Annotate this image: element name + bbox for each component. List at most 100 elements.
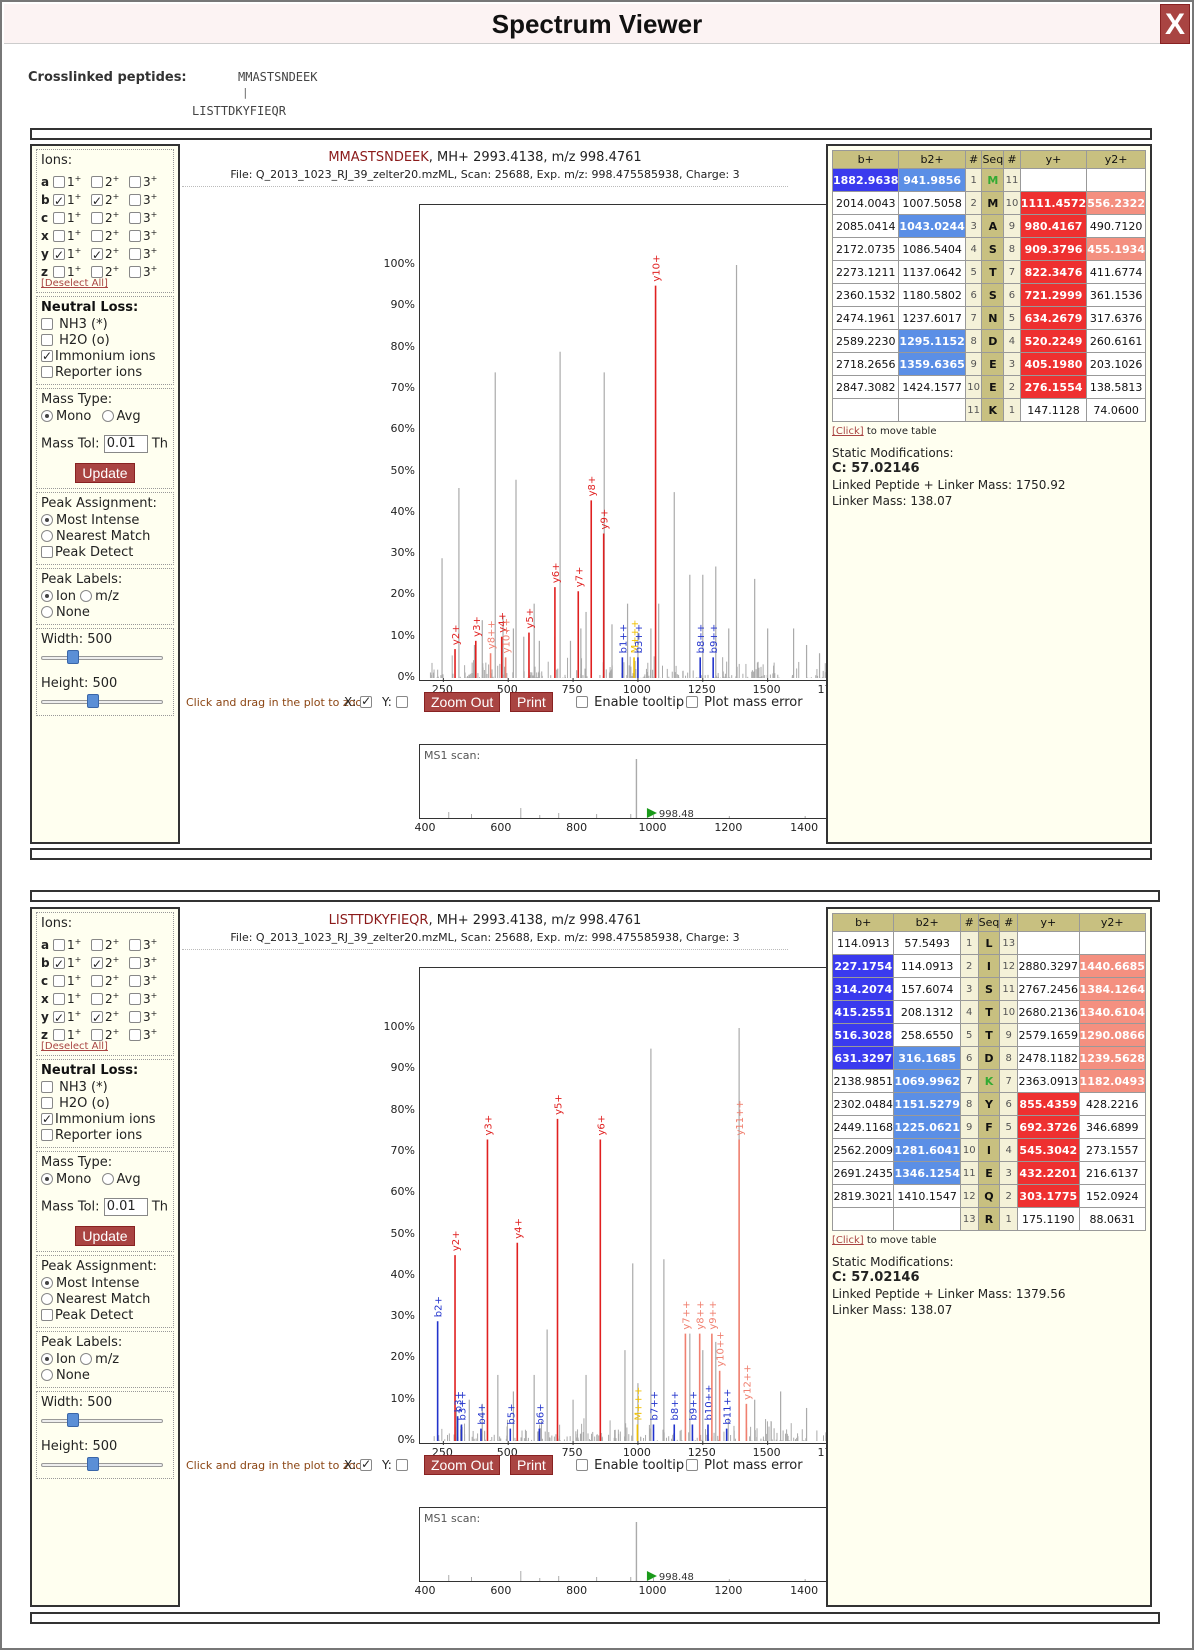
ms1-scan-plot[interactable]: MS1 scan: 998.48 🔍︎ — [419, 1507, 887, 1583]
ion-z-charge-2-checkbox[interactable] — [91, 1028, 103, 1041]
ms2-spectrum-svg[interactable]: b2+ y2+ b3+b3++ b4+ y3+ b5+ y4+ b6+ y5+ y6+ M+++ b7… — [420, 968, 887, 1445]
ion-a-charge-2-checkbox[interactable] — [91, 938, 103, 951]
label-none-radio[interactable] — [41, 605, 53, 618]
ion-c-charge-3-checkbox[interactable] — [129, 974, 141, 987]
reporter-checkbox[interactable] — [41, 1128, 53, 1141]
mass-error-checkbox[interactable] — [686, 695, 698, 708]
width-slider[interactable] — [41, 1413, 169, 1427]
ion-b-charge-1-checkbox[interactable] — [53, 955, 65, 973]
print-button[interactable]: Print — [510, 1455, 553, 1475]
label-none-radio[interactable] — [41, 1368, 53, 1381]
ion-c-charge-2-checkbox[interactable] — [91, 211, 103, 224]
ion-a-charge-2-checkbox[interactable] — [91, 175, 103, 188]
peak-detect-checkbox[interactable] — [41, 545, 53, 558]
update-button[interactable]: Update — [75, 463, 135, 483]
tooltip-checkbox[interactable] — [576, 1458, 588, 1471]
x-zoom-checkbox[interactable] — [360, 1457, 373, 1471]
width-slider-handle[interactable] — [67, 650, 79, 664]
ion-c-charge-1-checkbox[interactable] — [53, 974, 65, 987]
mono-radio[interactable] — [41, 1172, 53, 1185]
ion-b-charge-3-checkbox[interactable] — [129, 956, 141, 969]
immonium-checkbox[interactable] — [41, 1111, 53, 1127]
mass-tol-input[interactable]: 0.01 — [103, 1198, 148, 1216]
reporter-checkbox[interactable] — [41, 365, 53, 378]
width-slider-handle[interactable] — [67, 1413, 79, 1427]
most-intense-radio[interactable] — [41, 1276, 53, 1289]
ms2-spectrum-svg[interactable]: y2+ y3+ y8++ y4+y10++ y5+ y6+ y7+ y8+ y9+ b1++ M++… — [420, 205, 887, 682]
move-table-link[interactable]: [Click] — [832, 1235, 864, 1246]
nh3-checkbox[interactable] — [41, 1080, 53, 1093]
mass-tol-input[interactable]: 0.01 — [103, 435, 148, 453]
ion-y-charge-1-checkbox[interactable] — [53, 1009, 65, 1027]
ion-a-charge-3-checkbox[interactable] — [129, 175, 141, 188]
close-button[interactable]: X — [1160, 4, 1190, 44]
peak-detect-checkbox[interactable] — [41, 1308, 53, 1321]
ion-z-charge-1-checkbox[interactable] — [53, 1028, 65, 1041]
ion-a-charge-1-checkbox[interactable] — [53, 938, 65, 951]
h2o-checkbox[interactable] — [41, 333, 53, 346]
ion-x-charge-3-checkbox[interactable] — [129, 992, 141, 1005]
ion-y-charge-3-checkbox[interactable] — [129, 1010, 141, 1023]
ion-y-charge-2-checkbox[interactable] — [91, 1009, 103, 1027]
zoom-out-button[interactable]: Zoom Out — [424, 1455, 501, 1475]
ion-x-charge-1-checkbox[interactable] — [53, 992, 65, 1005]
height-slider-handle[interactable] — [87, 1457, 99, 1471]
zoom-out-button[interactable]: Zoom Out — [424, 692, 501, 712]
ion-b-charge-2-checkbox[interactable] — [91, 192, 103, 210]
x-zoom-checkbox[interactable] — [360, 694, 373, 708]
immonium-checkbox[interactable] — [41, 348, 53, 364]
y-zoom-checkbox[interactable] — [395, 695, 408, 708]
ion-a-charge-3-checkbox[interactable] — [129, 938, 141, 951]
ion-row-c: c 1+ 2+ 3+ — [41, 969, 169, 988]
ion-c-charge-3-checkbox[interactable] — [129, 211, 141, 224]
crosslinked-peptides: Crosslinked peptides: MMASTSNDEEK | LIST… — [28, 70, 428, 130]
ion-b-charge-1-checkbox[interactable] — [53, 192, 65, 210]
ion-y-charge-1-checkbox[interactable] — [53, 246, 65, 264]
tooltip-checkbox[interactable] — [576, 695, 588, 708]
most-intense-radio[interactable] — [41, 513, 53, 526]
height-slider[interactable] — [41, 1457, 169, 1471]
ion-x-charge-1-checkbox[interactable] — [53, 229, 65, 242]
ms2-spectrum-plot[interactable]: b2+ y2+ b3+ b3++ b4+ y3+ b5+ y4+ b6+ y5+ y6+ M+++ b7… — [419, 967, 887, 1445]
label-mz-radio[interactable] — [80, 589, 93, 602]
update-button[interactable]: Update — [75, 1226, 135, 1246]
ion-a-charge-1-checkbox[interactable] — [53, 175, 65, 188]
avg-radio[interactable] — [101, 1172, 114, 1185]
ion-c-charge-1-checkbox[interactable] — [53, 211, 65, 224]
ms2-spectrum-plot[interactable]: y2+ y3+ y8++ y4+ y10++ y5+ y6+ y7+ y8+ y9+ b1++ M++… — [419, 204, 887, 682]
table-cell-b2: 1007.5058 — [898, 191, 966, 215]
ion-x-charge-3-checkbox[interactable] — [129, 229, 141, 242]
ion-z-charge-3-checkbox[interactable] — [129, 1028, 141, 1041]
ion-z-charge-2-checkbox[interactable] — [91, 265, 103, 278]
ms1-spectrum-svg[interactable]: 998.48 — [420, 745, 887, 820]
ion-z-charge-1-checkbox[interactable] — [53, 265, 65, 278]
y-zoom-checkbox[interactable] — [395, 1458, 408, 1471]
width-slider[interactable] — [41, 650, 169, 664]
ion-x-charge-2-checkbox[interactable] — [91, 229, 103, 242]
nearest-match-radio[interactable] — [41, 529, 53, 542]
ion-c-charge-2-checkbox[interactable] — [91, 974, 103, 987]
deselect-all-link[interactable]: [Deselect All] — [41, 1041, 108, 1052]
ion-y-charge-2-checkbox[interactable] — [91, 246, 103, 264]
ion-x-charge-2-checkbox[interactable] — [91, 992, 103, 1005]
mono-radio[interactable] — [41, 409, 53, 422]
deselect-all-link[interactable]: [Deselect All] — [41, 278, 108, 289]
ion-z-charge-3-checkbox[interactable] — [129, 265, 141, 278]
print-button[interactable]: Print — [510, 692, 553, 712]
height-slider[interactable] — [41, 694, 169, 708]
height-slider-handle[interactable] — [87, 694, 99, 708]
nh3-checkbox[interactable] — [41, 317, 53, 330]
avg-radio[interactable] — [101, 409, 114, 422]
label-ion-radio[interactable] — [41, 589, 53, 602]
h2o-checkbox[interactable] — [41, 1096, 53, 1109]
move-table-link[interactable]: [Click] — [832, 426, 864, 437]
ms1-scan-plot[interactable]: MS1 scan: 998.48 🔍︎ — [419, 744, 887, 820]
ion-b-charge-2-checkbox[interactable] — [91, 955, 103, 973]
nearest-match-radio[interactable] — [41, 1292, 53, 1305]
ion-b-charge-3-checkbox[interactable] — [129, 193, 141, 206]
label-mz-radio[interactable] — [80, 1352, 93, 1365]
label-ion-radio[interactable] — [41, 1352, 53, 1365]
ms1-spectrum-svg[interactable]: 998.48 — [420, 1508, 887, 1583]
mass-error-checkbox[interactable] — [686, 1458, 698, 1471]
ion-y-charge-3-checkbox[interactable] — [129, 247, 141, 260]
